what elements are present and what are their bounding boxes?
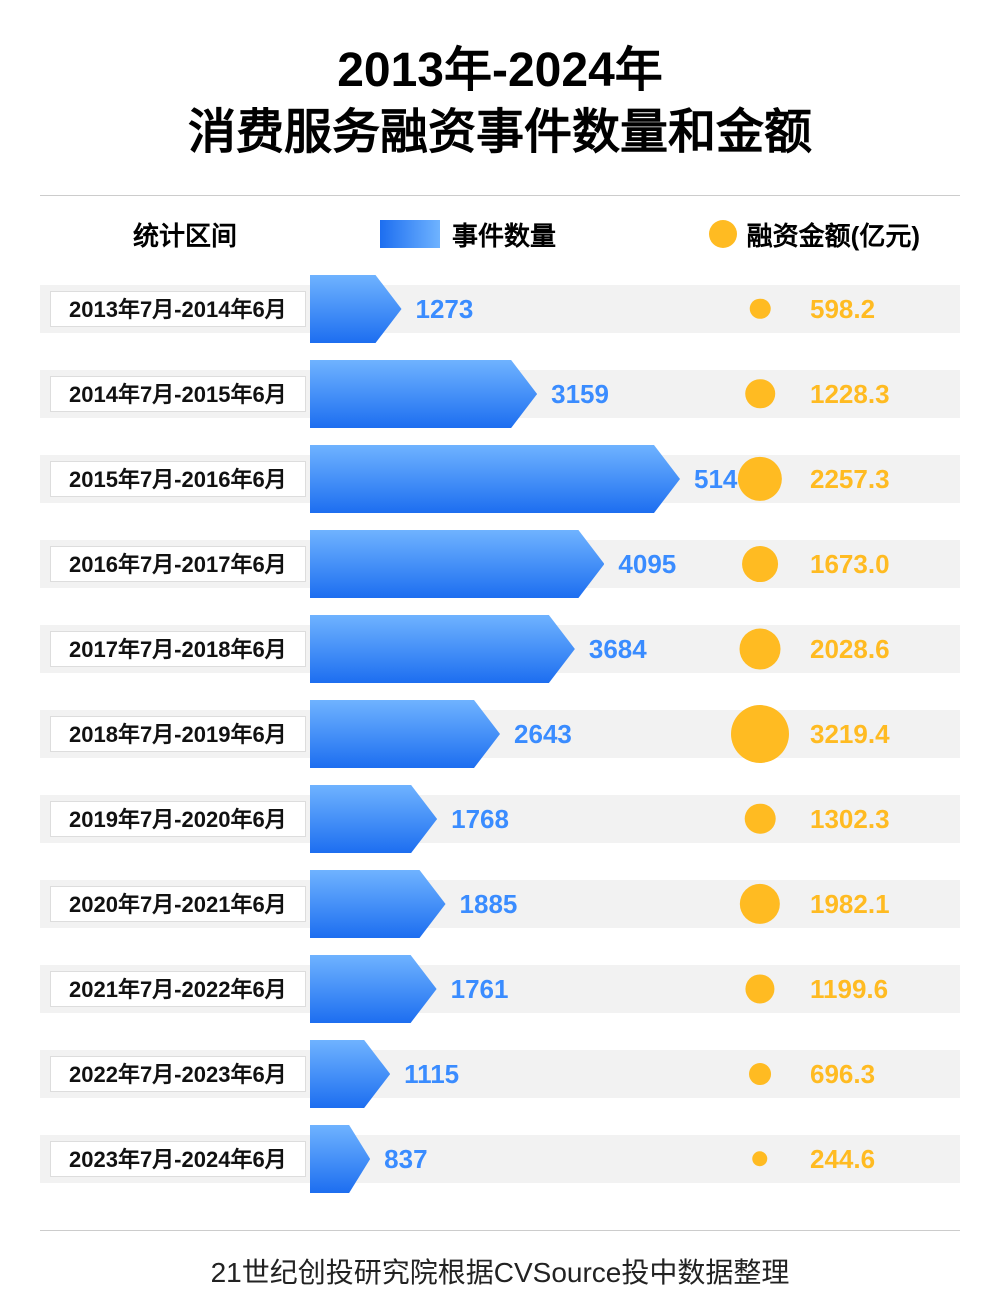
count-value: 837: [384, 1125, 427, 1193]
count-bar: [310, 1125, 370, 1193]
bottom-divider: [40, 1230, 960, 1231]
data-row: 2017年7月-2018年6月 3684 2028.6: [40, 615, 960, 683]
period-label: 2017年7月-2018年6月: [50, 631, 306, 667]
count-bar: [310, 700, 500, 768]
top-divider: [40, 195, 960, 196]
period-label: 2023年7月-2024年6月: [50, 1141, 306, 1177]
data-row: 2019年7月-2020年6月 1768 1302.3: [40, 785, 960, 853]
amount-circle: [742, 546, 778, 582]
title-line2: 消费服务融资事件数量和金额: [188, 106, 812, 159]
count-value: 2643: [514, 700, 572, 768]
period-label: 2020年7月-2021年6月: [50, 886, 306, 922]
count-bar: [310, 360, 537, 428]
count-value: 1885: [460, 870, 518, 938]
amount-value: 598.2: [810, 275, 875, 343]
data-row: 2014年7月-2015年6月 3159 1228.3: [40, 360, 960, 428]
amount-circle: [745, 974, 774, 1003]
count-bar: [310, 955, 437, 1023]
count-value: 1115: [404, 1040, 459, 1108]
period-label: 2016年7月-2017年6月: [50, 546, 306, 582]
count-bar: [310, 530, 604, 598]
source-text: 21世纪创投研究院根据CVSource投中数据整理: [40, 1251, 960, 1291]
amount-value: 696.3: [810, 1040, 875, 1108]
amount-value: 2257.3: [810, 445, 890, 513]
period-label: 2021年7月-2022年6月: [50, 971, 306, 1007]
legend-amount: 融资金额(亿元): [709, 216, 920, 253]
amount-value: 3219.4: [810, 700, 890, 768]
legend-period-label: 统计区间: [50, 216, 320, 253]
period-label: 2013年7月-2014年6月: [50, 291, 306, 327]
data-row: 2013年7月-2014年6月 1273 598.2: [40, 275, 960, 343]
amount-value: 2028.6: [810, 615, 890, 683]
legend-count-label: 事件数量: [452, 216, 556, 253]
title-line1: 2013年-2024年: [337, 44, 663, 97]
count-bar: [310, 1040, 390, 1108]
amount-circle: [749, 1063, 771, 1085]
legend-count: 事件数量: [380, 216, 556, 253]
amount-value: 1199.6: [810, 955, 888, 1023]
count-bar: [310, 275, 402, 343]
amount-circle: [740, 628, 781, 669]
period-label: 2019年7月-2020年6月: [50, 801, 306, 837]
legend-circle-swatch: [709, 220, 737, 248]
count-bar: [310, 615, 575, 683]
count-value: 1273: [416, 275, 474, 343]
data-row: 2020年7月-2021年6月 1885 1982.1: [40, 870, 960, 938]
count-value: 1761: [451, 955, 509, 1023]
data-row: 2018年7月-2019年6月 2643 3219.4: [40, 700, 960, 768]
chart-rows: 2013年7月-2014年6月 1273 598.2 2014年7月-2015年6月…: [40, 275, 960, 1210]
legend: 统计区间 事件数量 融资金额(亿元): [40, 216, 960, 253]
count-bar: [310, 870, 446, 938]
data-row: 2015年7月-2016年6月 51462257.3: [40, 445, 960, 513]
period-label: 2022年7月-2023年6月: [50, 1056, 306, 1092]
data-row: 2016年7月-2017年6月 4095 1673.0: [40, 530, 960, 598]
count-value: 4095: [618, 530, 676, 598]
count-value: 3159: [551, 360, 609, 428]
legend-bar-swatch: [380, 220, 440, 248]
amount-circle: [745, 379, 775, 409]
data-row: 2023年7月-2024年6月 837 244.6: [40, 1125, 960, 1193]
count-bar: [310, 785, 437, 853]
amount-circle: [745, 803, 776, 834]
amount-circle: [731, 705, 789, 763]
period-label: 2018年7月-2019年6月: [50, 716, 306, 752]
count-value: 1768: [451, 785, 509, 853]
chart-title: 2013年-2024年 消费服务融资事件数量和金额: [40, 40, 960, 165]
amount-value: 244.6: [810, 1125, 875, 1193]
period-label: 2015年7月-2016年6月: [50, 461, 306, 497]
legend-amount-label: 融资金额(亿元): [747, 216, 920, 253]
count-value: 3684: [589, 615, 647, 683]
amount-value: 1228.3: [810, 360, 890, 428]
count-bar: [310, 445, 680, 513]
amount-value: 1673.0: [810, 530, 890, 598]
amount-value: 1302.3: [810, 785, 890, 853]
amount-value: 1982.1: [810, 870, 890, 938]
data-row: 2022年7月-2023年6月 1115 696.3: [40, 1040, 960, 1108]
amount-circle: [750, 299, 771, 320]
data-row: 2021年7月-2022年6月 1761 1199.6: [40, 955, 960, 1023]
period-label: 2014年7月-2015年6月: [50, 376, 306, 412]
